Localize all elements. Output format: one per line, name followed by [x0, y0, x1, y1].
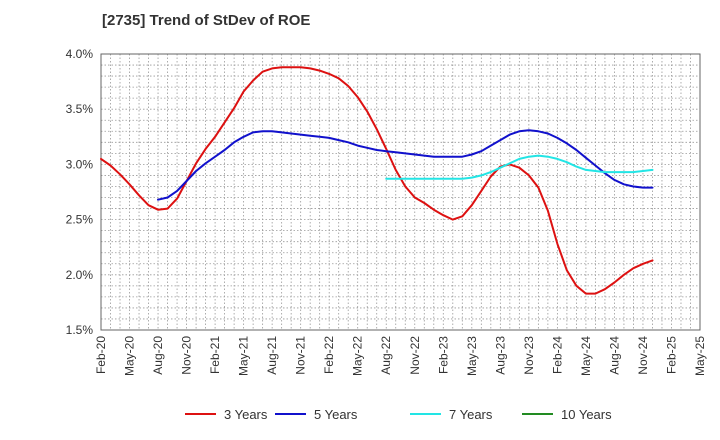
x-tick-label: Aug-21	[265, 336, 279, 375]
x-tick-label: Nov-23	[522, 336, 536, 375]
y-tick-label: 4.0%	[66, 47, 94, 61]
x-tick-label: May-23	[465, 336, 479, 376]
chart-title: [2735] Trend of StDev of ROE	[102, 12, 311, 29]
x-tick-label: Nov-21	[294, 336, 308, 375]
x-tick-label: Feb-21	[208, 336, 222, 374]
legend-label: 3 Years	[224, 407, 268, 422]
legend-label: 10 Years	[561, 407, 612, 422]
x-tick-label: Aug-23	[493, 336, 507, 375]
x-tick-label: Feb-25	[664, 336, 678, 374]
x-tick-label: Feb-24	[550, 336, 564, 374]
x-tick-label: Nov-24	[636, 336, 650, 375]
x-tick-label: Feb-20	[94, 336, 108, 374]
x-tick-label: Feb-22	[322, 336, 336, 374]
x-tick-label: Nov-20	[180, 336, 194, 375]
y-tick-label: 1.5%	[66, 323, 94, 337]
series-line-5-years	[157, 129, 654, 201]
x-tick-label: Aug-24	[607, 336, 621, 375]
y-tick-label: 2.5%	[66, 213, 94, 227]
legend: 3 Years 5 Years 7 Years 10 Years	[185, 407, 612, 422]
series-line-3-years	[100, 66, 654, 295]
plot-area-border	[100, 53, 701, 331]
x-tick-label: Nov-22	[408, 336, 422, 375]
x-tick-label: May-25	[693, 336, 707, 376]
x-tick-label: May-24	[579, 336, 593, 376]
x-tick-label: Aug-22	[379, 336, 393, 375]
series-lines	[100, 66, 654, 295]
axes: 1.5% 2.0% 2.5% 3.0% 3.5% 4.0% Feb-20 May-20 Aug-…	[66, 47, 707, 376]
legend-label: 7 Years	[449, 407, 493, 422]
y-tick-label: 3.5%	[66, 102, 94, 116]
x-tick-label: May-21	[237, 336, 251, 376]
x-tick-label: May-20	[123, 336, 137, 376]
y-tick-label: 2.0%	[66, 268, 94, 282]
x-tick-label: May-22	[351, 336, 365, 376]
x-tick-label: Aug-20	[151, 336, 165, 375]
grid	[100, 53, 701, 331]
y-tick-label: 3.0%	[66, 157, 94, 171]
legend-label: 5 Years	[314, 407, 358, 422]
x-tick-label: Feb-23	[436, 336, 450, 374]
series-line-7-years	[385, 154, 654, 180]
